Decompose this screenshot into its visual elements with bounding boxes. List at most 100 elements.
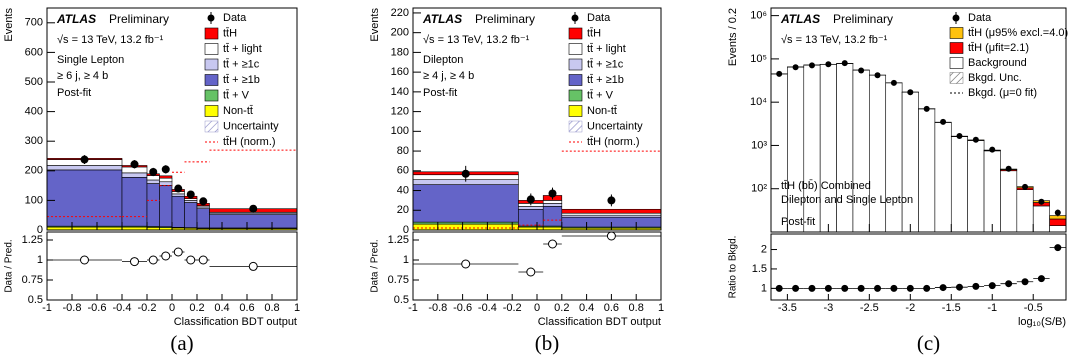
ratio-point	[874, 284, 882, 292]
annotation: ≥ 6 j, ≥ 4 b	[57, 70, 108, 82]
stack-bar	[885, 82, 903, 233]
legend-label: tt̄ + ≥1b	[223, 74, 260, 86]
legend-label: Data	[223, 12, 247, 24]
y-axis-title: Events / 0.2	[727, 8, 739, 66]
data-point	[607, 196, 616, 205]
stack-bar	[542, 200, 563, 204]
data-point	[1038, 198, 1045, 205]
legend-swatch	[204, 105, 219, 117]
x-tick-label: -3.5	[778, 302, 797, 314]
annotation: Post-fit	[57, 87, 91, 99]
y-tick-label: 10³	[751, 139, 767, 151]
data-point	[972, 136, 979, 143]
legend-swatch	[568, 120, 583, 133]
data-point	[956, 133, 963, 140]
stack-bar	[803, 64, 821, 233]
data-point	[989, 146, 996, 153]
legend-label: Uncertainty	[587, 120, 643, 132]
annotation: tt̄H (bb̄) Combined	[781, 179, 871, 192]
legend-swatch	[204, 43, 219, 55]
stack-bar	[852, 69, 870, 233]
legend-label: Background	[968, 57, 1027, 69]
data-point	[80, 155, 89, 164]
legend-swatch	[204, 74, 219, 86]
stack-bar	[518, 208, 544, 227]
ratio-y-tick-label: 1	[761, 282, 767, 294]
ratio-point	[1005, 280, 1013, 288]
panel-label: (a)	[170, 331, 193, 355]
panel: 0 20 40 60 80 100 120 140 160 180 200 220 0.5 0.75 1 1.…	[369, 7, 664, 355]
preliminary-label: Preliminary	[109, 12, 169, 26]
stack-bar	[967, 140, 985, 233]
x-tick-label: 0	[169, 302, 175, 314]
y-axis-title: Events	[369, 8, 381, 42]
x-tick-label: 1	[658, 302, 664, 314]
legend-swatch	[568, 58, 583, 71]
stack-bar	[518, 206, 544, 210]
legend-label: tt̄H (norm.)	[587, 136, 640, 148]
stack-bar	[1032, 205, 1050, 233]
energy-label: √s = 13 TeV, 13.2 fb⁻¹	[57, 34, 164, 46]
annotation: ≥ 4 j, ≥ 4 b	[423, 70, 474, 82]
annotation: Post-fit	[423, 87, 457, 99]
panel: 0 100 200 300 400 500 600 700 0.5 0.75 1 1.25 -1 -0.8…	[3, 7, 300, 355]
x-tick-label: 0.6	[604, 302, 619, 314]
main-frame	[770, 7, 1067, 233]
legend-swatch	[949, 57, 964, 69]
ratio-point	[972, 282, 980, 290]
y-tick-label: 220	[391, 7, 409, 19]
x-tick-label: -0.4	[113, 302, 132, 314]
data-point	[825, 61, 832, 68]
x-axis-title: log₁₀(S/B)	[1018, 316, 1066, 328]
x-tick-label: 0.6	[239, 302, 254, 314]
ratio-point	[955, 283, 963, 291]
data-point	[461, 169, 470, 178]
data-point	[526, 195, 535, 204]
x-axis-title: Classification BDT output	[538, 316, 661, 328]
data-point	[1054, 209, 1061, 216]
stack-bar	[184, 200, 198, 203]
panel-label: (b)	[535, 331, 560, 355]
y-tick-label: 60	[397, 165, 409, 177]
y-tick-label: 600	[25, 46, 43, 58]
ratio-point	[1037, 275, 1045, 283]
ratio-point	[808, 284, 816, 292]
stack-bar	[918, 108, 936, 233]
ratio-y-tick-label: 0.5	[394, 294, 409, 306]
data-point	[792, 64, 799, 71]
ratio-point	[461, 259, 471, 269]
x-tick-label: 0.4	[214, 302, 229, 314]
y-tick-label: 80	[397, 145, 409, 157]
ratio-point	[939, 284, 947, 292]
ratio-point	[906, 284, 914, 292]
y-tick-label: 180	[391, 46, 409, 58]
legend-swatch	[568, 105, 583, 117]
ratio-y-tick-label: 1.25	[22, 234, 43, 246]
legend-label: tt̄ + light	[587, 43, 626, 55]
ratio-point	[548, 239, 557, 249]
legend-label: Uncertainty	[223, 120, 279, 132]
atlas-label: ATLAS	[422, 12, 462, 26]
ratio-y-tick-label: 0.75	[388, 274, 409, 286]
stack-bar	[171, 195, 185, 228]
stack-bar	[412, 184, 519, 223]
annotation: Dilepton	[423, 54, 463, 66]
y-tick-label: 120	[391, 106, 409, 118]
x-tick-label: -0.4	[478, 302, 497, 314]
ratio-point	[1021, 278, 1029, 286]
stack-bar	[159, 185, 173, 228]
y-tick-label: 20	[397, 204, 409, 216]
ratio-point	[824, 284, 832, 292]
ratio-axis-title: Data / Pred.	[370, 239, 381, 292]
stack-bar	[171, 193, 185, 197]
y-tick-label: 10⁴	[750, 96, 767, 108]
ratio-y-tick-label: 0.75	[22, 274, 43, 286]
ratio-point	[606, 231, 616, 241]
stack-bar	[196, 208, 210, 229]
data-point	[149, 167, 158, 176]
ratio-point	[130, 257, 139, 267]
y-tick-label: 100	[391, 125, 409, 137]
ratio-y-tick-label: 0.5	[28, 294, 43, 306]
y-tick-label: 400	[25, 106, 43, 118]
